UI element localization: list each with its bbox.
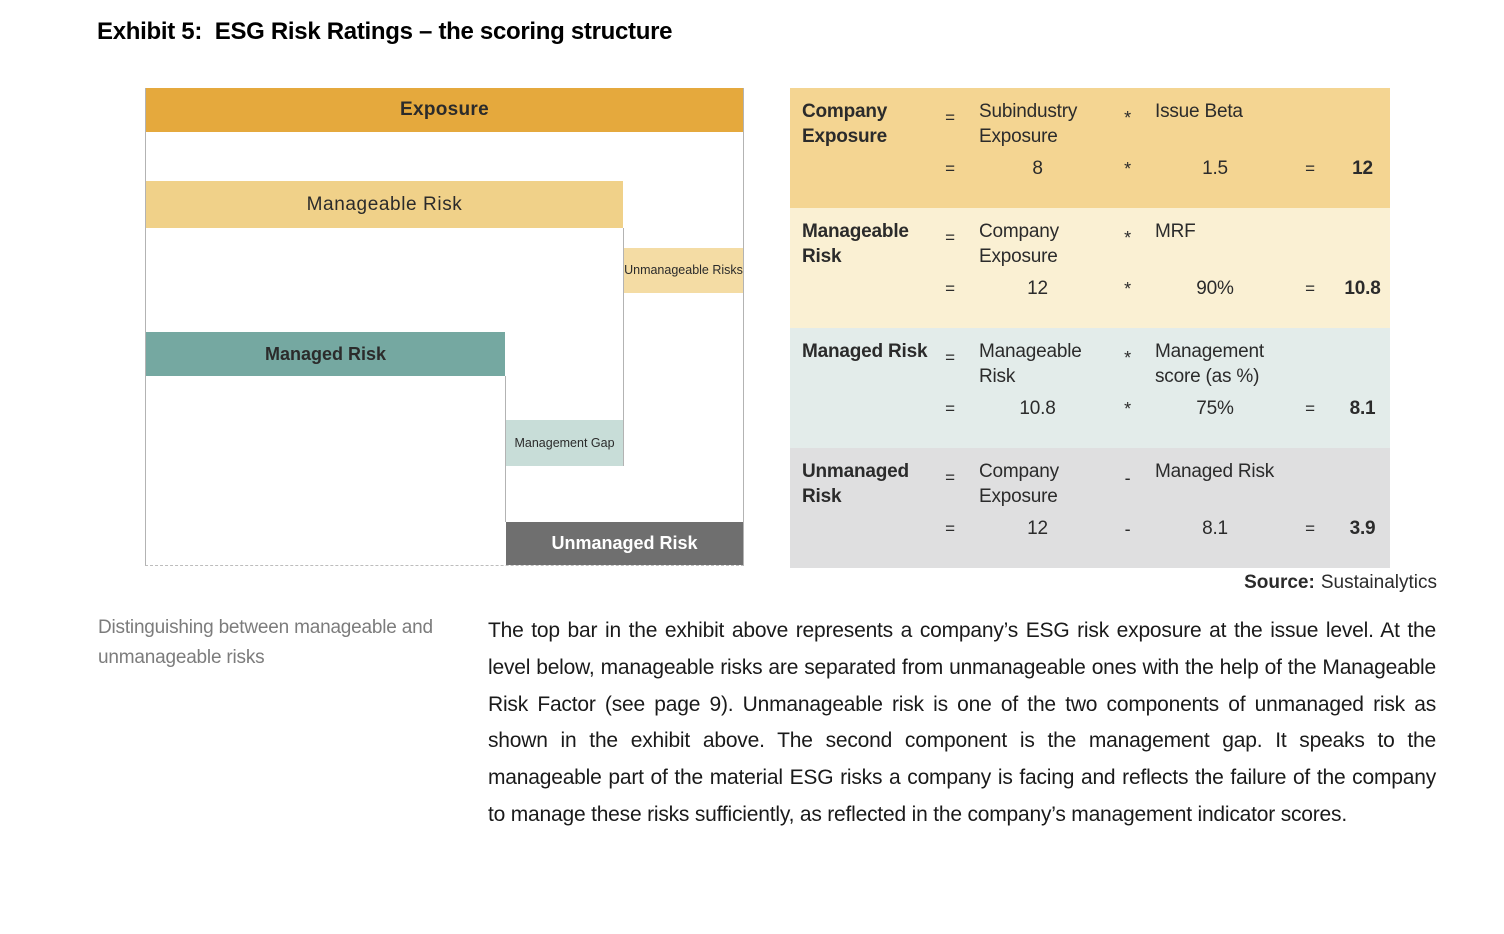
table-row-managed-risk: Managed Risk = Manageable Risk * Managem…	[790, 328, 1390, 448]
unmanaged-risk-label: Unmanaged Risk	[551, 533, 698, 553]
row-label: Managed Risk	[802, 341, 928, 362]
operand-1: Subindustry Exposure	[979, 101, 1078, 147]
operand-1: Company Exposure	[979, 461, 1059, 507]
exposure-bar: Exposure	[146, 88, 743, 132]
equals-sign: =	[945, 279, 955, 298]
row-label: Unmanaged Risk	[802, 461, 909, 507]
operator-sign: *	[1124, 158, 1131, 179]
source-line: Source: Sustainalytics	[900, 572, 1437, 594]
operand-2: Management score (as %)	[1155, 341, 1264, 387]
equals-sign: =	[1305, 159, 1315, 178]
equals-sign: =	[945, 348, 955, 367]
row-label: Manageable Risk	[802, 221, 909, 267]
operand-2: Managed Risk	[1155, 461, 1275, 482]
result-value: 10.8	[1344, 278, 1381, 299]
managed-divider-line	[505, 376, 506, 522]
manageable-risk-label: Manageable Risk	[306, 193, 463, 215]
value-1: 12	[1027, 518, 1048, 539]
managed-risk-label: Managed Risk	[264, 343, 387, 364]
risk-structure-diagram: Exposure Manageable Risk Unmanageable Ri…	[145, 88, 744, 566]
management-gap-label: Management Gap	[514, 435, 615, 450]
equals-sign: =	[945, 108, 955, 127]
unmanageable-risks-box: Unmanageable Risks	[624, 248, 743, 293]
manageable-divider-line	[623, 228, 624, 466]
equals-sign: =	[945, 519, 955, 538]
operator-sign: *	[1124, 347, 1131, 368]
operator-sign: *	[1124, 107, 1131, 128]
operand-1: Company Exposure	[979, 221, 1059, 267]
value-2: 8.1	[1202, 518, 1228, 539]
value-1: 12	[1027, 278, 1048, 299]
table-row-manageable-risk: Manageable Risk = Company Exposure * MRF…	[790, 208, 1390, 328]
operand-1: Manageable Risk	[979, 341, 1082, 387]
row-label: Company Exposure	[802, 101, 888, 147]
result-value: 3.9	[1349, 518, 1376, 539]
unmanageable-risks-label: Unmanageable Risks	[624, 263, 743, 278]
value-1: 8	[1032, 158, 1043, 179]
operator-sign: -	[1124, 518, 1131, 539]
operand-2: MRF	[1155, 221, 1196, 242]
value-2: 90%	[1196, 278, 1234, 299]
value-1: 10.8	[1019, 398, 1056, 419]
exhibit-title: Exhibit 5: ESG Risk Ratings – the scorin…	[97, 18, 673, 45]
scoring-table: Company Exposure = Subindustry Exposure …	[790, 88, 1390, 568]
operand-2: Issue Beta	[1155, 101, 1243, 122]
managed-risk-bar: Managed Risk	[146, 332, 505, 376]
management-gap-box: Management Gap	[506, 420, 623, 466]
result-value: 12	[1352, 158, 1373, 179]
source-label: Source:	[1244, 572, 1315, 593]
equals-sign: =	[945, 468, 955, 487]
operator-sign: -	[1124, 467, 1131, 488]
equals-sign: =	[1305, 519, 1315, 538]
margin-note: Distinguishing between manageable and un…	[98, 617, 433, 668]
operator-sign: *	[1124, 227, 1131, 248]
operator-sign: *	[1124, 398, 1131, 419]
table-row-company-exposure: Company Exposure = Subindustry Exposure …	[790, 88, 1390, 208]
equals-sign: =	[1305, 279, 1315, 298]
unmanaged-risk-bar: Unmanaged Risk	[506, 522, 743, 565]
value-2: 75%	[1196, 398, 1234, 419]
manageable-risk-bar: Manageable Risk	[146, 181, 623, 228]
exposure-label: Exposure	[400, 99, 489, 120]
equals-sign: =	[1305, 399, 1315, 418]
equals-sign: =	[945, 228, 955, 247]
equals-sign: =	[945, 159, 955, 178]
table-row-unmanaged-risk: Unmanaged Risk = Company Exposure - Mana…	[790, 448, 1390, 568]
operator-sign: *	[1124, 278, 1131, 299]
value-2: 1.5	[1202, 158, 1228, 179]
body-paragraph: The top bar in the exhibit above represe…	[488, 619, 1436, 826]
equals-sign: =	[945, 399, 955, 418]
result-value: 8.1	[1349, 398, 1376, 419]
source-value: Sustainalytics	[1320, 572, 1437, 593]
